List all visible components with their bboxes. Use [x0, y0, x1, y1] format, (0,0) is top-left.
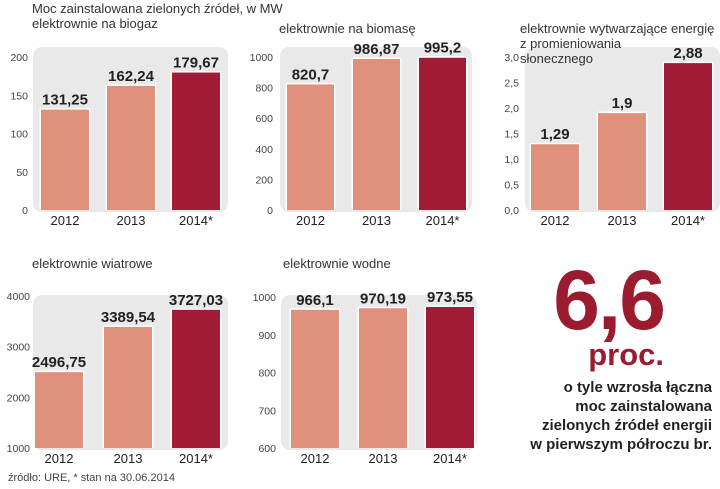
bar [41, 109, 89, 210]
x-tick-label: 2012 [296, 213, 325, 228]
y-tick-label: 1000 [250, 52, 274, 64]
x-tick-label: 2014* [433, 451, 467, 466]
y-tick-label: 3000 [7, 342, 31, 354]
y-tick-label: 0 [22, 205, 28, 217]
data-label: 970,19 [360, 290, 406, 307]
bar [531, 144, 579, 210]
y-tick-label: 200 [10, 52, 28, 64]
chart-title: z promieniowania [520, 36, 622, 51]
highlight-box: 6,6 proc. o tyle wzrosła łączna moc zain… [512, 258, 712, 454]
x-tick-label: 2013 [369, 451, 398, 466]
data-label: 966,1 [296, 292, 334, 309]
y-tick-label: 400 [255, 144, 273, 156]
x-tick-label: 2013 [117, 213, 146, 228]
bar [35, 372, 83, 448]
y-tick-label: 1,0 [504, 154, 519, 166]
highlight-desc-line-2: moc zainstalowana [575, 398, 712, 415]
chart-title: elektrownie wytwarzające energię [520, 21, 714, 36]
bar [353, 59, 400, 211]
y-tick-label: 4000 [7, 291, 31, 303]
data-label: 820,7 [292, 66, 330, 83]
chart-title: elektrownie wodne [283, 256, 391, 271]
bar [426, 306, 474, 448]
highlight-desc-line-4: w pierwszym półroczu br. [530, 436, 712, 453]
bar [664, 63, 712, 211]
bar [291, 309, 339, 448]
bar [104, 326, 152, 448]
x-tick-label: 2013 [608, 213, 637, 228]
bar [359, 308, 407, 448]
y-tick-label: 50 [16, 167, 28, 179]
y-tick-label: 700 [258, 405, 276, 417]
chart-title: elektrownie na biomasę [279, 21, 416, 36]
data-label: 131,25 [42, 92, 88, 109]
y-tick-label: 0 [267, 205, 273, 217]
source-note: źródło: URE, * stan na 30.06.2014 [8, 472, 175, 484]
figure-title: Moc zainstalowana zielonych źródeł, w MW [32, 1, 283, 16]
bar [107, 85, 155, 210]
y-tick-label: 200 [255, 174, 273, 186]
y-tick-label: 600 [255, 113, 273, 125]
highlight-desc-line-1: o tyle wzrosła łączna [563, 379, 712, 396]
chart-2: elektrownie na biomasę 0 200 400 600 800 1000 8… [250, 21, 472, 228]
y-tick-label: 100 [10, 129, 28, 141]
data-label: 179,67 [173, 55, 219, 72]
x-tick-label: 2014* [426, 213, 460, 228]
y-tick-label: 0,5 [504, 180, 519, 192]
data-label: 995,2 [424, 40, 462, 57]
chart-1: elektrownie na biogaz 0 50 100 150 200 131,25 2… [10, 16, 228, 228]
chart-4: elektrownie wiatrowe 1000 2000 3000 4000 2496… [7, 256, 228, 466]
x-tick-label: 2012 [51, 213, 80, 228]
data-label: 986,87 [354, 41, 400, 58]
y-tick-label: 2,5 [504, 78, 519, 90]
bar [172, 309, 220, 448]
x-tick-label: 2014* [179, 451, 213, 466]
x-tick-label: 2013 [362, 213, 391, 228]
y-tick-label: 0,0 [504, 205, 519, 217]
data-label: 162,24 [108, 68, 155, 85]
y-tick-label: 1,5 [504, 129, 519, 141]
y-tick-label: 600 [258, 443, 276, 455]
data-label: 1,29 [540, 126, 569, 143]
data-label: 2,88 [673, 45, 702, 62]
x-tick-label: 2012 [45, 451, 74, 466]
bar [419, 57, 466, 210]
chart-title: elektrownie na biogaz [32, 16, 158, 31]
y-tick-label: 150 [10, 90, 28, 102]
y-tick-label: 2,0 [504, 103, 519, 115]
y-tick-label: 3,0 [504, 52, 519, 64]
y-tick-label: 800 [258, 368, 276, 380]
data-label: 3389,54 [101, 309, 156, 326]
x-tick-label: 2014* [179, 213, 213, 228]
x-tick-label: 2012 [541, 213, 570, 228]
bar [172, 72, 220, 210]
data-label: 2496,75 [32, 354, 86, 371]
data-label: 3727,03 [169, 292, 223, 309]
y-tick-label: 1000 [7, 443, 31, 455]
data-label: 1,9 [612, 95, 633, 112]
highlight-value: 6,6 [553, 253, 666, 347]
y-tick-label: 900 [258, 330, 276, 342]
bar [598, 113, 646, 210]
chart-title: elektrownie wiatrowe [32, 256, 153, 271]
chart-title: słonecznego [520, 51, 593, 66]
x-tick-label: 2014* [671, 213, 705, 228]
chart-5: elektrownie wodne 600 700 800 900 1000 966,1 20… [253, 256, 477, 466]
x-tick-label: 2012 [301, 451, 330, 466]
bar [287, 84, 334, 210]
data-label: 973,55 [427, 289, 473, 306]
highlight-desc-line-3: zielonych źródeł energii [541, 417, 712, 434]
y-tick-label: 1000 [253, 292, 277, 304]
y-tick-label: 2000 [7, 392, 31, 404]
y-tick-label: 800 [255, 83, 273, 95]
highlight-unit: proc. [588, 337, 664, 372]
x-tick-label: 2013 [114, 451, 143, 466]
